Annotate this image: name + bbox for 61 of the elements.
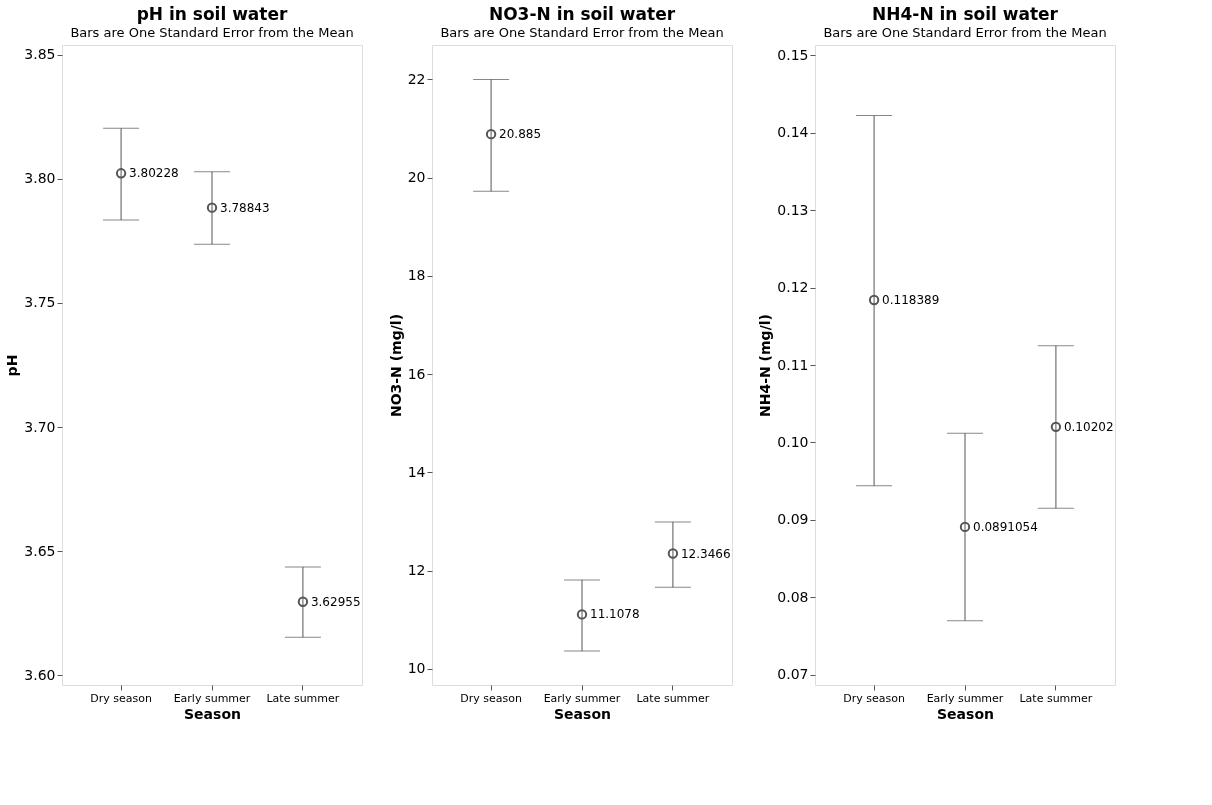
y-tick-label: 3.80	[24, 170, 56, 187]
x-tick-label: Dry season	[843, 691, 905, 705]
y-tick-label: 14	[407, 463, 426, 480]
x-tick-label: Early summer	[173, 691, 251, 705]
y-tick-label: 0.14	[777, 124, 809, 141]
point	[485, 128, 497, 140]
x-tick-label: Late summer	[1019, 691, 1093, 705]
data-label: 0.0891054	[973, 519, 1038, 534]
chart-title: NO3-N in soil water	[488, 4, 676, 24]
point	[206, 202, 218, 213]
chart-title: pH in soil water	[136, 4, 288, 24]
y-axis-title: NO3-N (mg/l)	[387, 313, 404, 418]
y-tick-label: 3.65	[24, 542, 56, 559]
data-label: 0.10202	[1063, 419, 1114, 434]
y-tick-label: 0.12	[777, 279, 809, 296]
x-tick-label: Dry season	[90, 691, 152, 705]
y-tick-label: 0.13	[777, 201, 809, 218]
y-tick-label: 0.10	[777, 433, 809, 450]
point	[115, 168, 127, 179]
chart-subtitle: Bars are One Standard Error from the Mean	[70, 25, 354, 40]
y-tick-label: 12	[407, 562, 426, 579]
data-label: 3.80228	[129, 166, 179, 181]
y-tick-label: 0.09	[777, 511, 809, 528]
y-axis-title: NH4-N (mg/l)	[757, 314, 774, 417]
y-axis-title: pH	[4, 354, 21, 377]
y-tick-label: 16	[407, 365, 426, 382]
y-tick-label: 0.11	[777, 356, 809, 373]
x-tick-label: Late summer	[636, 691, 710, 705]
y-tick-label: 18	[407, 267, 426, 284]
y-tick-label: 3.60	[24, 666, 56, 683]
y-tick-label: 0.15	[777, 46, 809, 63]
x-axis-title: Season	[937, 705, 994, 722]
point	[868, 294, 880, 306]
y-tick-label: 0.08	[777, 588, 809, 605]
y-tick-label: 3.75	[24, 294, 56, 311]
y-tick-label: 20	[407, 169, 426, 186]
y-tick-label: 22	[407, 70, 426, 87]
data-label: 20.885	[499, 127, 542, 142]
point	[297, 596, 309, 607]
data-label: 12.3466	[680, 546, 731, 561]
chart-subtitle: Bars are One Standard Error from the Mean	[440, 25, 724, 40]
data-label: 11.1078	[590, 607, 640, 622]
x-tick-label: Dry season	[460, 691, 522, 705]
y-tick-label: 0.07	[777, 666, 809, 683]
point	[959, 521, 971, 533]
x-tick-label: Early summer	[543, 691, 621, 705]
y-tick-label: 3.85	[24, 46, 56, 63]
chart-title: NH4-N in soil water	[872, 4, 1059, 24]
x-tick-label: Early summer	[926, 691, 1004, 705]
y-tick-label: 3.70	[24, 418, 56, 435]
x-axis-title: Season	[554, 705, 611, 722]
data-label: 0.118389	[882, 293, 940, 307]
data-label: 3.62955	[310, 594, 361, 609]
point	[1050, 421, 1062, 433]
y-tick-label: 10	[407, 660, 426, 677]
point	[576, 609, 588, 620]
x-axis-title: Season	[184, 705, 241, 722]
x-tick-label: Late summer	[266, 691, 340, 705]
chart-subtitle: Bars are One Standard Error from the Mean	[823, 25, 1107, 40]
data-label: 3.78843	[220, 200, 270, 215]
point	[667, 548, 679, 559]
